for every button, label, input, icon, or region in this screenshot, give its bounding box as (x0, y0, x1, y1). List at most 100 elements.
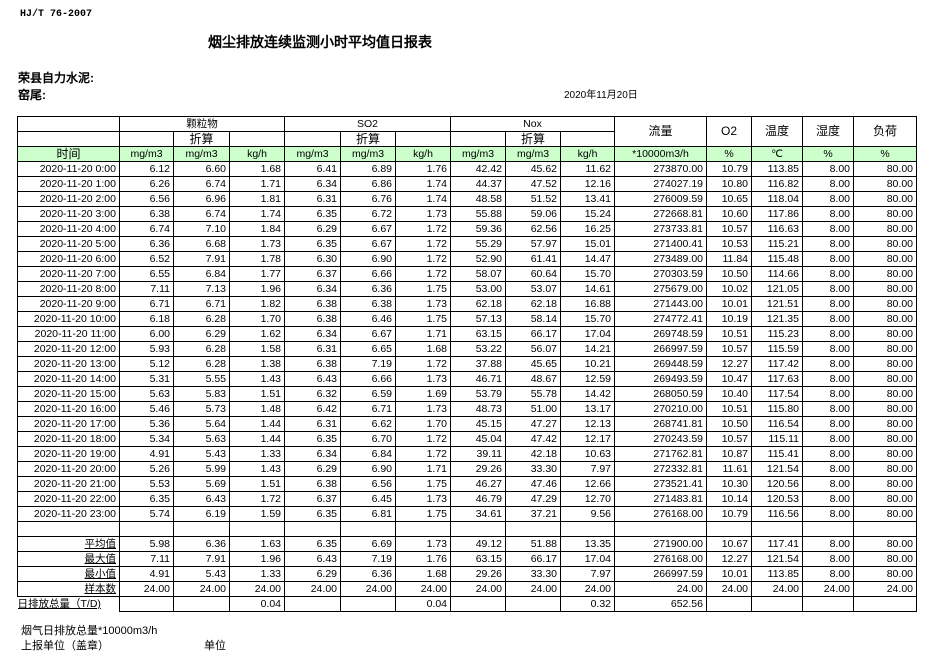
value-cell: 80.00 (853, 566, 917, 582)
value-cell: 1.73 (395, 491, 451, 507)
value-cell: 14.47 (560, 251, 615, 267)
value-cell: 0.32 (560, 596, 615, 612)
value-cell: 55.78 (505, 386, 561, 402)
value-cell: 115.41 (751, 446, 803, 462)
value-cell: 10.47 (706, 371, 752, 387)
table-row: 2020-11-20 8:00 7.11 7.13 1.96 6.34 6.36 1.75 5… (17, 281, 917, 297)
value-cell: 1.76 (395, 551, 451, 567)
value-cell: 115.48 (751, 251, 803, 267)
unit-cell: kg/h (229, 146, 285, 162)
value-cell: 7.91 (173, 551, 230, 567)
value-cell: 269448.59 (614, 356, 707, 372)
value-cell: 117.42 (751, 356, 803, 372)
value-cell: 1.44 (229, 416, 285, 432)
value-cell: 1.72 (395, 221, 451, 237)
value-cell: 6.60 (173, 161, 230, 177)
value-cell: 6.18 (119, 311, 174, 327)
value-cell: 7.91 (173, 251, 230, 267)
value-cell: 62.18 (505, 296, 561, 312)
value-cell: 10.80 (706, 176, 752, 192)
value-cell: 7.10 (173, 221, 230, 237)
value-cell: 6.52 (119, 251, 174, 267)
table-row-label: 2020-11-20 10:00 (17, 311, 120, 327)
table-row: 2020-11-20 17:00 5.36 5.64 1.44 6.31 6.62 1.70… (17, 416, 917, 432)
standard-code: HJ/T 76-2007 (20, 9, 93, 20)
value-cell: 15.70 (560, 311, 615, 327)
value-cell: 6.29 (284, 221, 341, 237)
value-cell: 1.58 (229, 341, 285, 357)
value-cell: 80.00 (853, 386, 917, 402)
value-cell: 80.00 (853, 206, 917, 222)
value-cell: 6.31 (284, 341, 341, 357)
value-cell: 80.00 (853, 446, 917, 462)
unit-cell: % (802, 146, 854, 162)
value-cell: 80.00 (853, 176, 917, 192)
value-cell: 9.56 (560, 506, 615, 522)
value-cell: 10.57 (706, 221, 752, 237)
value-cell: 120.53 (751, 491, 803, 507)
value-cell: 1.73 (395, 206, 451, 222)
value-cell: 16.88 (560, 296, 615, 312)
value-cell: 6.35 (284, 206, 341, 222)
value-cell: 58.07 (450, 266, 506, 282)
value-cell: 10.60 (706, 206, 752, 222)
value-cell: 0.04 (229, 596, 285, 612)
value-cell: 6.56 (119, 191, 174, 207)
value-cell: 13.17 (560, 401, 615, 417)
table-row: 2020-11-20 10:00 6.18 6.28 1.70 6.38 6.46 1.75… (17, 311, 917, 327)
value-cell: 273870.00 (614, 161, 707, 177)
value-cell: 6.42 (284, 401, 341, 417)
value-cell: 46.27 (450, 476, 506, 492)
value-cell (284, 596, 341, 612)
value-cell: 29.26 (450, 461, 506, 477)
value-cell: 33.30 (505, 461, 561, 477)
value-cell: 7.97 (560, 461, 615, 477)
value-cell: 45.15 (450, 416, 506, 432)
value-cell: 8.00 (802, 191, 854, 207)
daily-total-row-label: 日排放总量（T/D) (17, 596, 120, 612)
unit-cell: % (706, 146, 752, 162)
value-cell: 274027.19 (614, 176, 707, 192)
value-cell: 7.11 (119, 281, 174, 297)
value-cell: 6.45 (340, 491, 396, 507)
value-cell: 113.85 (751, 566, 803, 582)
table-row-label: 2020-11-20 22:00 (17, 491, 120, 507)
value-cell: 8.00 (802, 386, 854, 402)
value-cell: 80.00 (853, 191, 917, 207)
value-cell: 48.67 (505, 371, 561, 387)
time-header: 时间 (17, 146, 120, 162)
table-row: 2020-11-20 20:00 5.26 5.99 1.43 6.29 6.90 1.71… (17, 461, 917, 477)
value-cell: 80.00 (853, 326, 917, 342)
summary-row-label: 最大值 (17, 551, 120, 567)
value-cell: 6.35 (284, 236, 341, 252)
value-cell: 115.11 (751, 431, 803, 447)
value-cell: 8.00 (802, 206, 854, 222)
value-cell: 6.36 (173, 536, 230, 552)
group-nox: Nox (450, 116, 615, 132)
value-cell: 10.19 (706, 311, 752, 327)
value-cell: 8.00 (802, 341, 854, 357)
units-row: 时间 mg/m3 mg/m3 kg/h mg/m3 mg/m3 kg/h mg/m3 mg/m3… (17, 146, 917, 162)
value-cell: 6.26 (119, 176, 174, 192)
table-row: 2020-11-20 23:00 5.74 6.19 1.59 6.35 6.81 1.75… (17, 506, 917, 522)
value-cell: 113.85 (751, 161, 803, 177)
group-particulate: 颗粒物 (119, 116, 285, 132)
value-cell: 12.27 (706, 356, 752, 372)
value-cell: 15.70 (560, 266, 615, 282)
value-cell: 80.00 (853, 281, 917, 297)
value-cell: 114.66 (751, 266, 803, 282)
value-cell: 51.00 (505, 401, 561, 417)
value-cell: 1.76 (395, 161, 451, 177)
table-row-label: 2020-11-20 7:00 (17, 266, 120, 282)
value-cell: 6.31 (284, 416, 341, 432)
value-cell: 80.00 (853, 461, 917, 477)
value-cell: 6.30 (284, 251, 341, 267)
value-cell: 47.29 (505, 491, 561, 507)
value-cell: 6.41 (284, 161, 341, 177)
value-cell: 116.63 (751, 221, 803, 237)
value-cell: 12.13 (560, 416, 615, 432)
value-cell: 5.93 (119, 341, 174, 357)
value-cell: 1.62 (229, 326, 285, 342)
value-cell: 39.11 (450, 446, 506, 462)
table-row-label: 2020-11-20 21:00 (17, 476, 120, 492)
